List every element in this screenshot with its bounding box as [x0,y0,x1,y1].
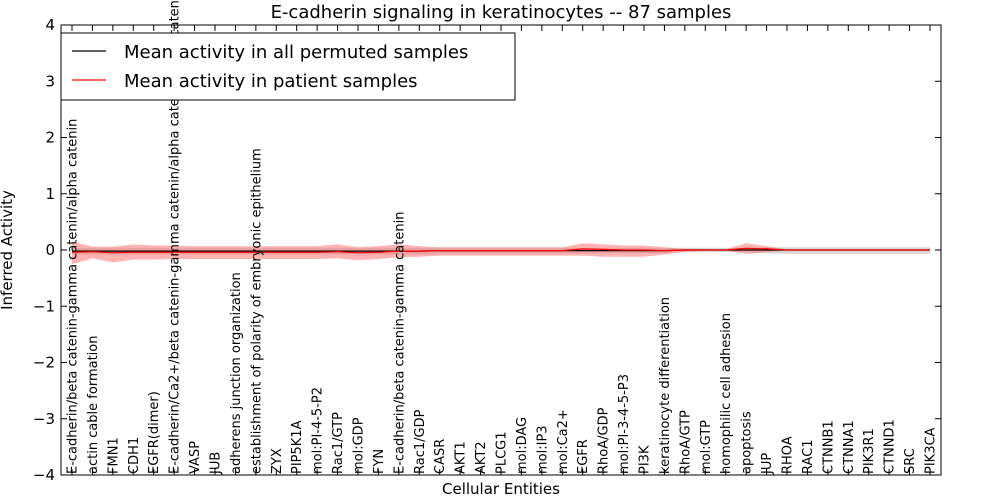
chart-title: E-cadherin signaling in keratinocytes --… [271,2,732,23]
x-tick-label: PIK3CA [924,427,939,474]
x-tick-label: PIP5K1A [290,420,305,474]
x-tick-label: homophilic cell adhesion [719,313,734,474]
y-tick-label: −2 [33,354,55,372]
y-tick-label: −4 [33,466,55,484]
y-tick-label: 2 [45,129,55,147]
legend-box [60,32,516,101]
x-tick-label: FYN [372,449,387,474]
x-tick-label: FMN1 [106,437,121,474]
x-tick-label: JUP [760,453,775,475]
x-tick-label: PLCG1 [495,431,510,474]
x-tick-label: ZYX [270,448,285,474]
band-series-1 [72,241,930,265]
x-tick-label: Rac1/GTP [331,412,346,474]
x-ticks: E-cadherin/beta catenin-gamma catenin/al… [66,0,939,475]
x-tick-label: RHOA [781,436,796,474]
x-tick-label: mol:PI-4-5-P2 [311,387,326,474]
x-tick-label: AKT2 [474,441,489,474]
plot-frame [60,24,942,476]
series-lines [71,247,930,254]
y-tick-label: −1 [33,297,55,315]
x-tick-label: CTNND1 [883,419,898,474]
y-tick-label: 4 [45,16,55,34]
x-tick-label: mol:DAG [515,417,530,474]
x-tick-label: mol:GTP [699,420,714,474]
legend-label-patient: Mean activity in patient samples [124,71,418,92]
x-tick-label: SRC [903,448,918,474]
y-tick-label: 3 [45,72,55,90]
y-axis-label: Inferred Activity [0,190,16,310]
x-tick-label: EGFR [576,439,591,474]
x-tick-label: actin cable formation [86,336,101,474]
x-axis-label: Cellular Entities [442,480,560,498]
legend: Mean activity in all permuted samples Me… [60,32,516,101]
y-tick-label: 0 [45,241,55,259]
y-tick-label: −3 [33,410,55,428]
x-tick-label: JUB [209,452,224,475]
x-tick-label: mol:Ca2+ [556,409,571,474]
x-tick-label: establishment of polarity of embryonic e… [249,148,264,474]
x-tick-label: PIK3R1 [862,428,877,474]
line-series-1 [71,247,930,254]
x-tick-label: keratinocyte differentiation [658,297,673,474]
x-tick-label: mol:IP3 [535,425,550,474]
legend-label-permuted: Mean activity in all permuted samples [124,42,468,63]
x-tick-label: Rac1/GDP [413,409,428,474]
x-tick-label: mol:GDP [352,417,367,474]
x-tick-label: CTNNA1 [842,420,857,474]
x-tick-label: mol:PI-3-4-5-P3 [617,374,632,474]
x-tick-label: E-cadherin/Ca2+/beta catenin-gamma caten… [168,0,183,474]
x-tick-label: E-cadherin/beta catenin-gamma catenin/al… [66,119,81,474]
x-tick-label: RhoA/GDP [597,407,612,474]
x-tick-label: CTNNB1 [821,420,836,474]
x-tick-label: EGFR(dimer) [147,391,162,474]
x-tick-label: AKT1 [454,441,469,474]
x-tick-label: CDH1 [127,437,142,474]
x-tick-label: CASR [433,439,448,474]
x-tick-label: PI3K [638,445,653,474]
y-ticks: −4 −3 −2 −1 0 1 2 3 4 [33,16,941,484]
x-tick-label: RAC1 [801,439,816,474]
x-tick-label: apoptosis [740,411,755,474]
x-tick-label: VASP [188,441,203,474]
x-tick-label: RhoA/GTP [678,410,693,474]
x-tick-label: adherens junction organization [229,272,244,474]
x-tick-label: E-cadherin/beta catenin-gamma catenin [392,212,407,474]
y-tick-label: 1 [45,185,55,203]
